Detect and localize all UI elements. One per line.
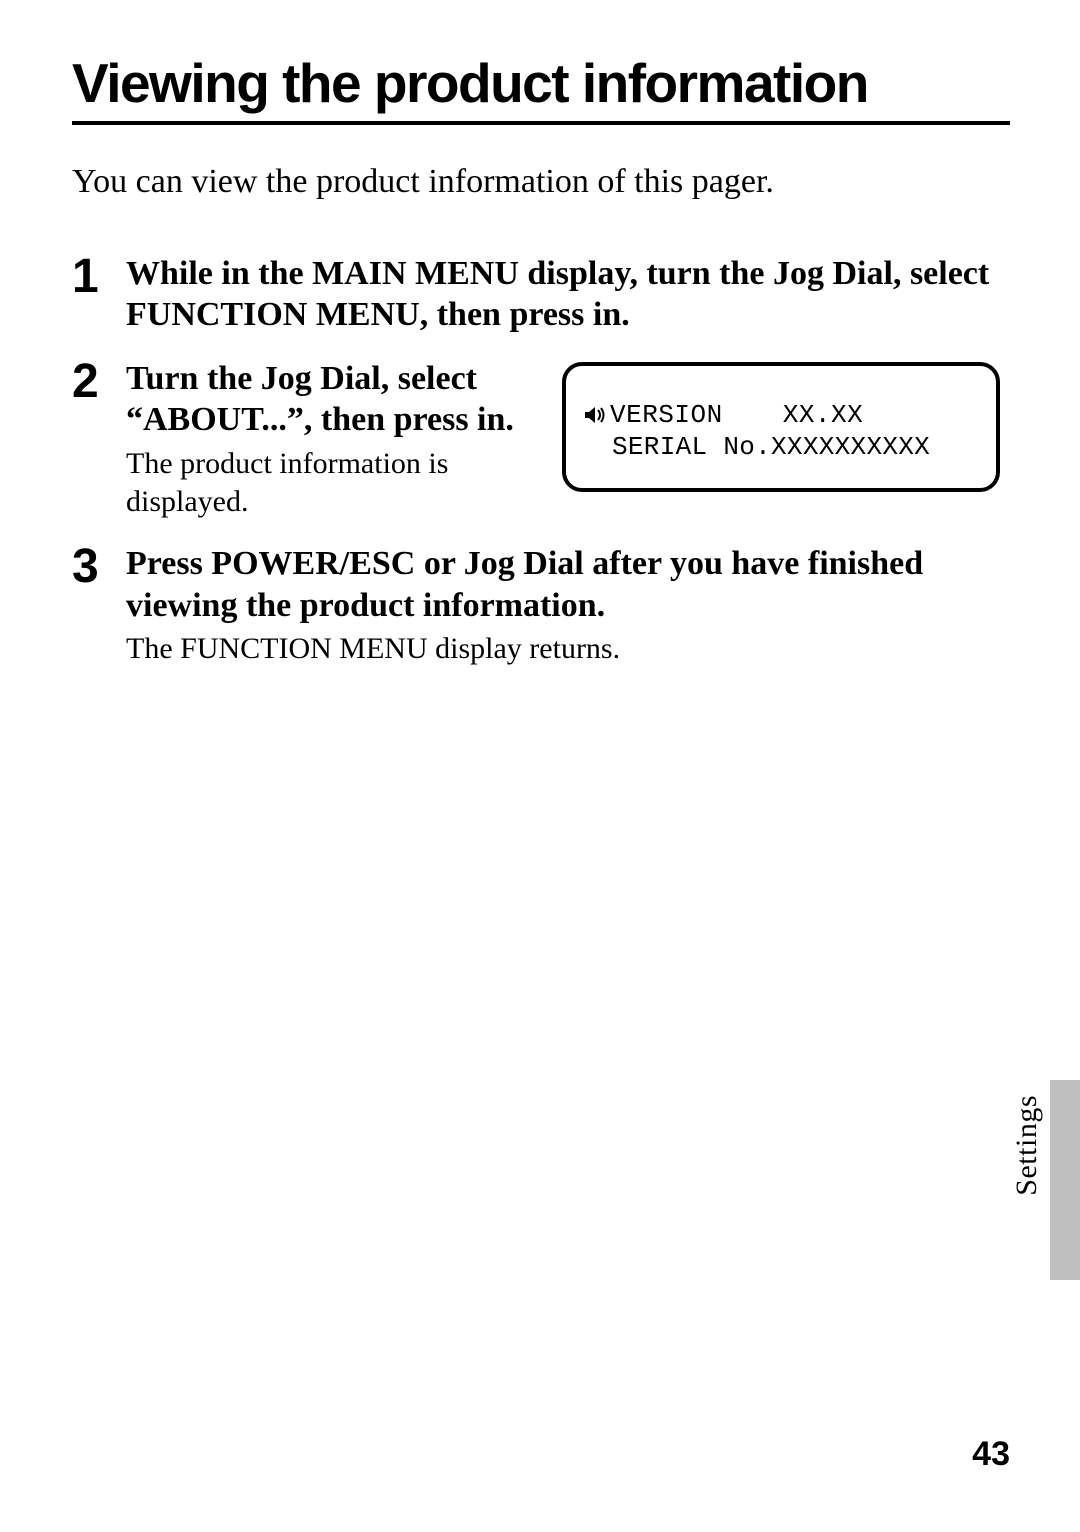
steps-list: 1 While in the MAIN MENU display, turn t… bbox=[72, 253, 1010, 669]
step-item: 3 Press POWER/ESC or Jog Dial after you … bbox=[72, 543, 1010, 668]
step-number: 1 bbox=[72, 253, 126, 301]
step-item: 2 Turn the Jog Dial, select “ABOUT...”, … bbox=[72, 358, 1010, 522]
step-item: 1 While in the MAIN MENU display, turn t… bbox=[72, 253, 1010, 336]
step2-text-col: Turn the Jog Dial, select “ABOUT...”, th… bbox=[126, 358, 526, 522]
step-number: 3 bbox=[72, 543, 126, 591]
step-body: Turn the Jog Dial, select “ABOUT...”, th… bbox=[126, 358, 1010, 522]
manual-page: Viewing the product information You can … bbox=[0, 0, 1080, 1532]
step-head: Turn the Jog Dial, select “ABOUT...”, th… bbox=[126, 358, 526, 441]
speaker-icon bbox=[582, 405, 608, 425]
display-line-1: VERSION XX.XX bbox=[582, 400, 980, 430]
section-tab-marker bbox=[1050, 1080, 1080, 1280]
display-line-2: SERIAL No. XXXXXXXXXX bbox=[582, 432, 980, 462]
step-body: Press POWER/ESC or Jog Dial after you ha… bbox=[126, 543, 1010, 668]
title-block: Viewing the product information bbox=[72, 55, 1010, 125]
display-serial-value: XXXXXXXXXX bbox=[771, 432, 930, 462]
step-head: While in the MAIN MENU display, turn the… bbox=[126, 253, 1010, 336]
step-head: Press POWER/ESC or Jog Dial after you ha… bbox=[126, 543, 1010, 626]
step-body: While in the MAIN MENU display, turn the… bbox=[126, 253, 1010, 336]
device-display: VERSION XX.XX SERIAL No. XXXXXXXXXX bbox=[562, 362, 1000, 492]
step-number: 2 bbox=[72, 358, 126, 406]
section-tab-label: Settings bbox=[1010, 1095, 1044, 1196]
step-sub: The FUNCTION MENU display returns. bbox=[126, 630, 1010, 668]
display-version-label: VERSION bbox=[610, 400, 723, 430]
display-serial-label: SERIAL No. bbox=[612, 432, 771, 462]
intro-text: You can view the product information of … bbox=[72, 159, 1010, 205]
page-title: Viewing the product information bbox=[72, 55, 1010, 119]
step-sub: The product information is displayed. bbox=[126, 445, 526, 522]
display-version-value: XX.XX bbox=[783, 400, 864, 430]
title-rule bbox=[72, 121, 1010, 125]
page-number: 43 bbox=[972, 1435, 1010, 1474]
